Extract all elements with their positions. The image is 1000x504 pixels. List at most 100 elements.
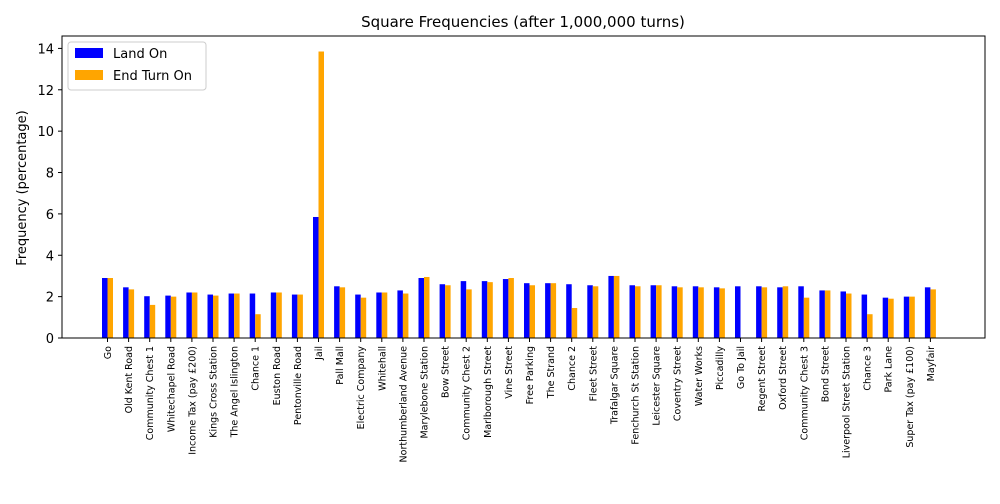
bar-land-on — [291, 294, 298, 338]
x-tick-label: Fleet Street — [588, 346, 599, 402]
bar-land-on — [228, 293, 235, 338]
bar-end-turn-on — [487, 282, 493, 338]
x-tick-label: Euston Road — [272, 346, 283, 405]
x-tick-label: Water Works — [694, 346, 705, 406]
bar-end-turn-on — [698, 287, 704, 338]
x-tick-label: Marylebone Station — [420, 346, 431, 439]
bar-end-turn-on — [888, 298, 894, 338]
y-tick-label: 10 — [37, 125, 54, 140]
x-tick-label: Kings Cross Station — [209, 346, 220, 438]
x-tick-label: Bond Street — [820, 346, 831, 403]
bar-land-on — [819, 290, 825, 338]
x-tick-label: Chance 3 — [863, 346, 874, 391]
bar-end-turn-on — [909, 296, 915, 338]
bar-end-turn-on — [360, 297, 367, 338]
bar-end-turn-on — [381, 292, 388, 338]
x-tick-label: Vine Street — [504, 346, 515, 399]
legend-label-land-on: Land On — [113, 47, 167, 62]
bar-end-turn-on — [761, 287, 768, 338]
bar-land-on — [144, 296, 150, 338]
bar-end-turn-on — [550, 283, 557, 338]
bar-land-on — [502, 279, 509, 338]
bar-end-turn-on — [402, 293, 409, 338]
bar-end-turn-on — [339, 287, 346, 338]
x-tick-label: Mayfair — [926, 346, 937, 381]
x-tick-label: Northumberland Avenue — [398, 346, 409, 463]
bar-land-on — [524, 283, 530, 338]
x-tick-label: Leicester Square — [652, 346, 663, 426]
bar-end-turn-on — [445, 285, 451, 338]
x-tick-label: Go — [103, 346, 114, 359]
bar-end-turn-on — [719, 288, 725, 338]
y-tick-label: 12 — [37, 84, 54, 99]
bar-land-on — [313, 216, 319, 338]
x-tick-label: Old Kent Road — [124, 346, 135, 413]
bar-end-turn-on — [677, 287, 683, 338]
bar-end-turn-on — [803, 297, 810, 338]
bar-end-turn-on — [782, 286, 789, 338]
bar-end-turn-on — [128, 289, 135, 338]
bar-land-on — [861, 294, 868, 338]
x-tick-label: Chance 1 — [251, 346, 262, 391]
bar-land-on — [249, 293, 256, 338]
x-tick-label: Community Chest 2 — [462, 346, 473, 440]
bar-land-on — [777, 287, 783, 338]
bar-land-on — [418, 278, 424, 338]
bar-land-on — [692, 286, 699, 338]
bar-land-on — [102, 278, 108, 338]
bar-land-on — [903, 296, 910, 338]
x-tick-label: Whitehall — [377, 346, 388, 391]
bar-end-turn-on — [656, 285, 662, 338]
legend-swatch-land-on — [75, 48, 103, 58]
bar-land-on — [587, 285, 593, 338]
x-tick-label: Liverpool Street Station — [842, 346, 853, 458]
y-tick-label: 2 — [46, 291, 54, 306]
bar-end-turn-on — [170, 296, 177, 338]
bar-end-turn-on — [592, 286, 599, 338]
bar-land-on — [566, 284, 572, 338]
x-tick-label: Whitechapel Road — [166, 346, 177, 432]
bar-end-turn-on — [867, 314, 873, 338]
bar-land-on — [924, 287, 931, 338]
x-tick-label: Pentonville Road — [293, 346, 304, 425]
x-tick-label: Jail — [314, 346, 325, 361]
bar-end-turn-on — [824, 290, 831, 338]
bar-end-turn-on — [149, 304, 156, 338]
bar-land-on — [355, 294, 361, 338]
bar-end-turn-on — [635, 286, 641, 338]
bar-land-on — [334, 286, 340, 338]
bar-end-turn-on — [107, 278, 113, 338]
bar-end-turn-on — [276, 292, 282, 338]
bars — [102, 51, 936, 338]
y-axis: 0 2 4 6 8 10 12 14 — [37, 42, 62, 347]
bar-end-turn-on — [508, 278, 514, 338]
bar-land-on — [186, 292, 192, 338]
y-tick-label: 4 — [46, 249, 54, 264]
bar-land-on — [671, 286, 678, 338]
x-tick-label: The Angel Islington — [230, 346, 241, 438]
x-tick-label: Park Lane — [884, 346, 895, 393]
bar-land-on — [545, 283, 551, 338]
x-tick-label: Chance 2 — [567, 346, 578, 391]
y-axis-label: Frequency (percentage) — [15, 110, 30, 265]
bar-end-turn-on — [424, 276, 430, 338]
bar-end-turn-on — [234, 293, 240, 338]
bar-end-turn-on — [571, 308, 578, 338]
bar-land-on — [735, 286, 741, 338]
x-axis: Go Old Kent Road Community Chest 1 Whitecha… — [103, 338, 937, 462]
x-tick-label: Coventry Street — [673, 346, 684, 421]
x-tick-label: Marlborough Street — [483, 346, 494, 438]
bar-end-turn-on — [529, 285, 535, 338]
bar-land-on — [798, 286, 804, 338]
x-tick-label: Income Tax (pay £200) — [187, 346, 198, 455]
bar-land-on — [207, 294, 213, 338]
x-tick-label: Trafalgar Square — [609, 346, 620, 425]
y-tick-label: 0 — [46, 332, 54, 347]
bar-land-on — [460, 281, 467, 338]
y-tick-label: 8 — [46, 167, 54, 182]
bar-end-turn-on — [255, 314, 261, 338]
x-tick-label: Super Tax (pay £100) — [905, 346, 916, 448]
y-tick-label: 6 — [46, 208, 54, 223]
